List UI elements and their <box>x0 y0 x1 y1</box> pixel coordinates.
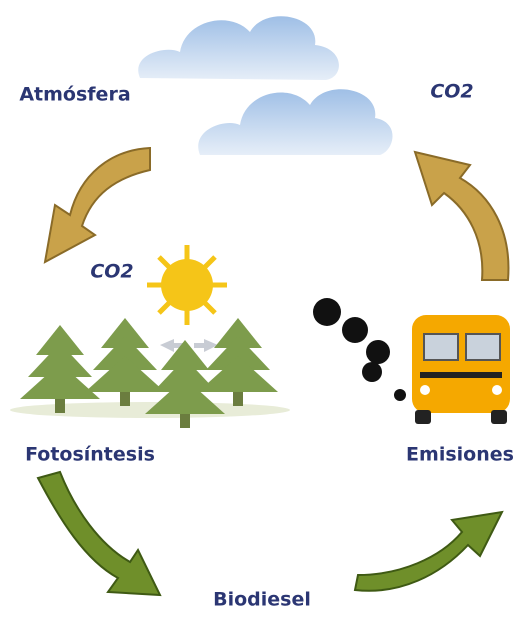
arrow-photosynthesis-to-biodiesel <box>38 472 160 595</box>
arrow-emissions-to-co2 <box>415 152 508 280</box>
forest <box>10 318 290 428</box>
arrow-atmosphere-to-co2 <box>45 148 150 262</box>
label-emissions: Emisiones <box>406 444 514 466</box>
label-atmosphere: Atmósfera <box>19 84 130 106</box>
arrow-biodiesel-to-emissions <box>355 512 502 591</box>
diagram: Atmósfera CO2 CO2 Fotosíntesis Emisiones… <box>0 0 519 617</box>
label-biodiesel: Biodiesel <box>213 589 311 611</box>
bus <box>412 315 510 424</box>
label-co2-top: CO2 <box>430 81 473 103</box>
cloud-top <box>138 16 339 80</box>
page: Atmósfera CO2 CO2 Fotosíntesis Emisiones… <box>0 0 519 617</box>
label-photosynthesis: Fotosíntesis <box>25 444 155 466</box>
label-co2-left: CO2 <box>90 261 133 283</box>
cloud-bottom <box>198 89 392 155</box>
sun <box>147 245 227 325</box>
smoke <box>313 298 406 401</box>
